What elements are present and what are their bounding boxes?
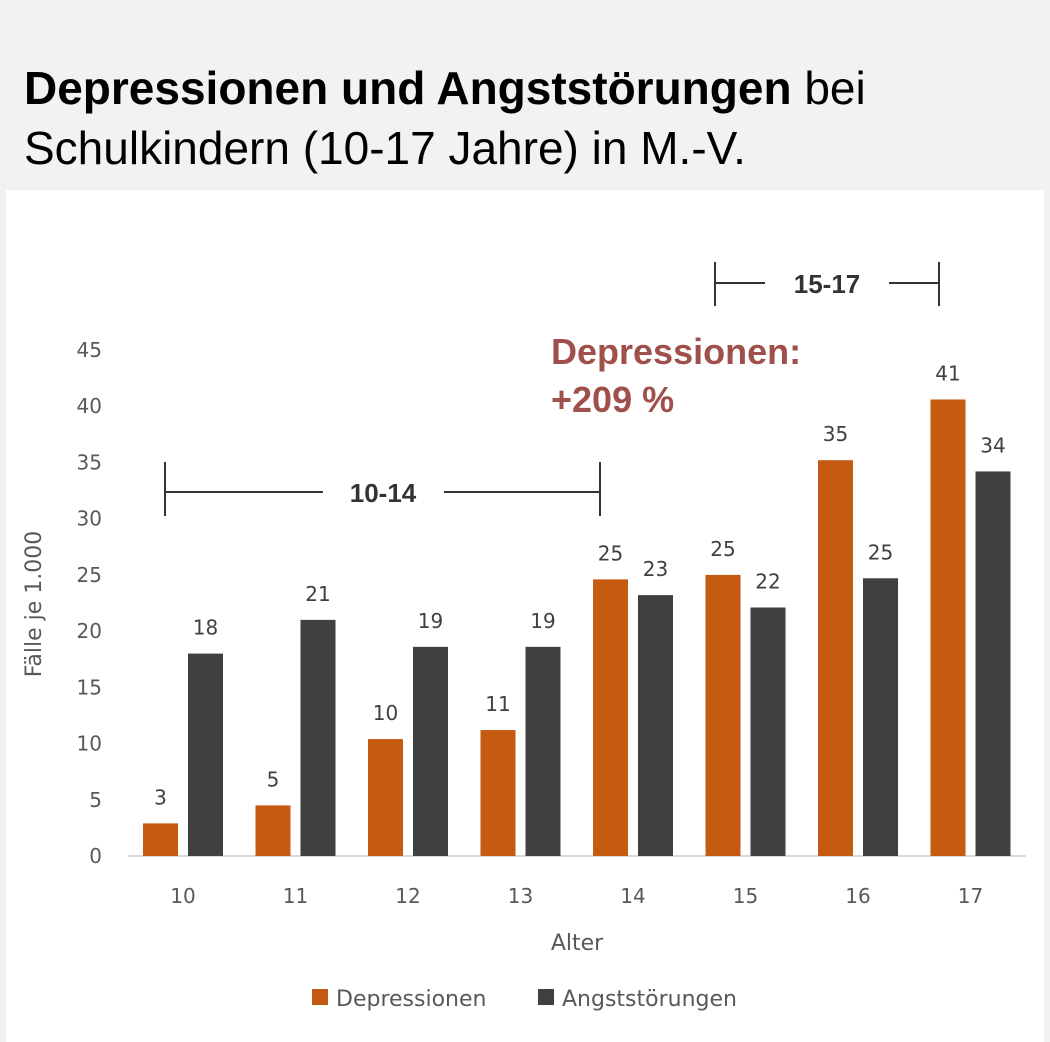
x-tick-label: 12 [395, 884, 420, 908]
title-normal-2: Schulkindern (10-17 Jahre) in M.-V. [24, 122, 746, 174]
y-axis-title: Fälle je 1.000 [22, 531, 47, 678]
bar-depressionen [143, 823, 178, 856]
data-label-angststoerungen: 18 [193, 616, 218, 640]
y-tick-label: 10 [77, 732, 102, 756]
chart-title: Depressionen und Angststörungen bei Schu… [24, 58, 1034, 178]
x-tick-label: 16 [845, 884, 870, 908]
data-label-depressionen: 10 [373, 701, 398, 725]
data-label-depressionen: 25 [598, 541, 623, 565]
data-label-depressionen: 3 [154, 785, 167, 809]
data-label-depressionen: 41 [935, 361, 960, 385]
bar-depressionen [368, 739, 403, 856]
data-label-depressionen: 5 [267, 767, 280, 791]
data-label-angststoerungen: 22 [755, 569, 780, 593]
x-tick-label: 10 [170, 884, 195, 908]
x-tick-label: 15 [733, 884, 758, 908]
bar-angststoerungen [638, 595, 673, 856]
legend-label: Depressionen [336, 987, 486, 1012]
data-label-angststoerungen: 34 [980, 433, 1005, 457]
bar-depressionen [255, 805, 291, 856]
legend-label: Angststörungen [562, 987, 737, 1012]
x-tick-label: 13 [508, 884, 533, 908]
bar-angststoerungen [413, 646, 448, 856]
x-tick-label: 17 [958, 884, 983, 908]
data-label-depressionen: 11 [485, 692, 510, 716]
bar-depressionen [930, 399, 966, 856]
bar-depressionen [705, 574, 741, 856]
legend-swatch [312, 989, 328, 1005]
y-tick-label: 25 [77, 563, 102, 587]
bar-angststoerungen [863, 578, 898, 856]
range-label: 15-17 [794, 269, 861, 299]
x-tick-label: 14 [620, 884, 645, 908]
bar-angststoerungen [300, 619, 336, 856]
bar-depressionen [593, 579, 628, 856]
y-tick-label: 5 [89, 788, 102, 812]
title-bold: Depressionen und Angststörungen [24, 62, 792, 114]
data-label-angststoerungen: 19 [530, 609, 555, 633]
annotation-line-2: +209 % [551, 379, 674, 420]
bar-angststoerungen [750, 607, 786, 856]
data-label-depressionen: 35 [823, 422, 848, 446]
y-tick-label: 35 [77, 450, 102, 474]
data-label-angststoerungen: 19 [418, 609, 443, 633]
y-tick-label: 0 [89, 844, 102, 868]
y-tick-label: 15 [77, 675, 102, 699]
data-label-depressionen: 25 [710, 537, 735, 561]
legend-swatch [538, 989, 554, 1005]
data-label-angststoerungen: 23 [643, 557, 668, 581]
x-tick-label: 11 [283, 884, 308, 908]
data-label-angststoerungen: 21 [305, 582, 330, 606]
data-label-angststoerungen: 25 [868, 540, 893, 564]
y-tick-label: 45 [77, 338, 102, 362]
title-normal-1: bei [791, 62, 866, 114]
bar-angststoerungen [975, 471, 1011, 856]
x-axis-title: Alter [551, 931, 604, 956]
bar-depressionen [818, 460, 853, 856]
y-tick-label: 30 [77, 507, 102, 531]
y-tick-label: 40 [77, 394, 102, 418]
bar-angststoerungen [188, 653, 223, 856]
annotation-line-1: Depressionen: [551, 331, 801, 372]
bar-angststoerungen [525, 646, 561, 856]
y-tick-label: 20 [77, 619, 102, 643]
bar-depressionen [480, 730, 516, 856]
range-label: 10-14 [350, 478, 417, 508]
